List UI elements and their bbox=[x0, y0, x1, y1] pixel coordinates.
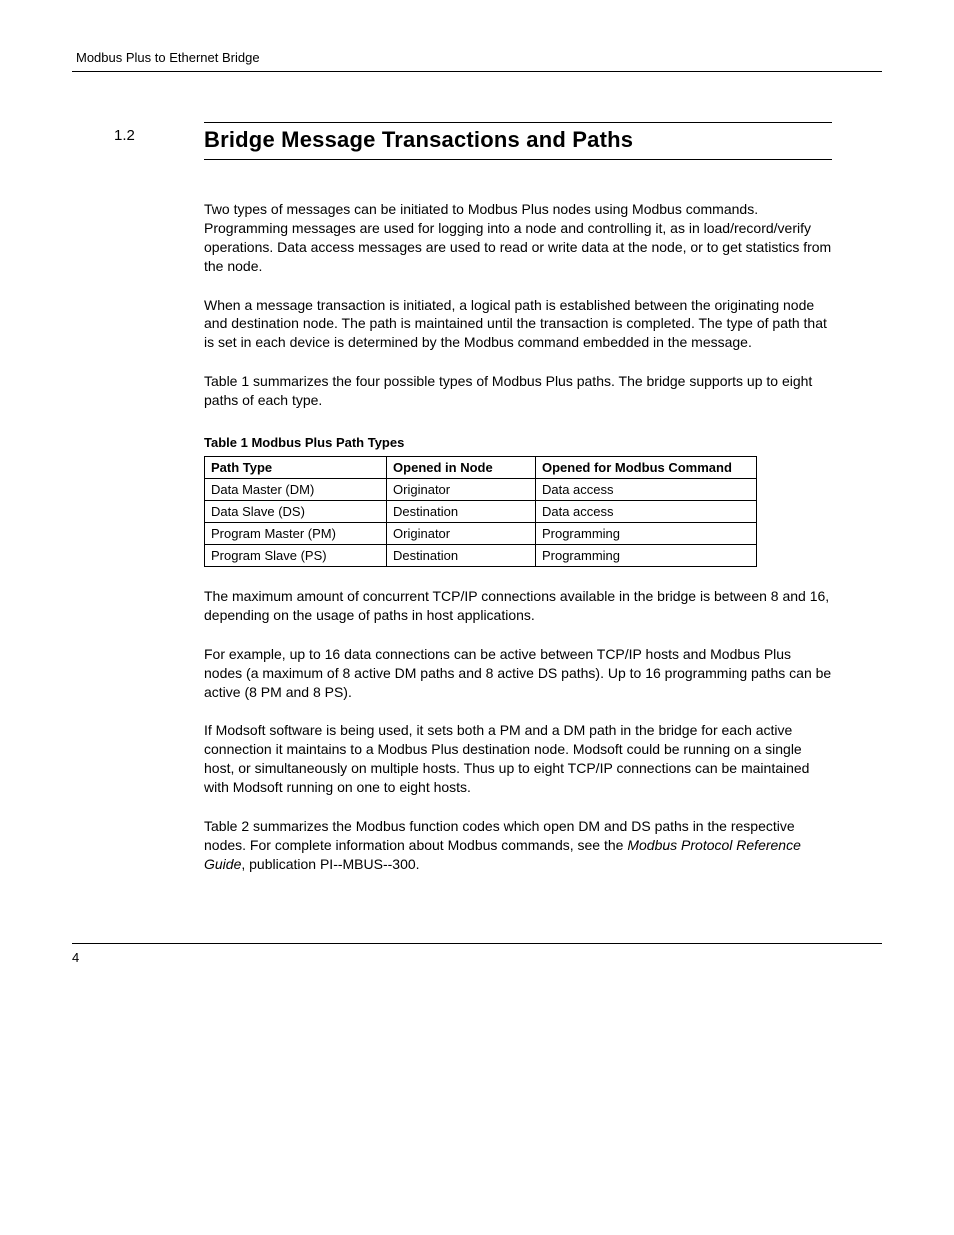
table-row: Data Master (DM) Originator Data access bbox=[205, 479, 757, 501]
page-number: 4 bbox=[72, 950, 882, 965]
footer: 4 bbox=[72, 943, 882, 965]
section-number: 1.2 bbox=[114, 127, 135, 144]
paragraph-7-part2: , publication PI--MBUS--300. bbox=[241, 856, 419, 872]
section-bottom-rule bbox=[204, 159, 832, 160]
section-title: Bridge Message Transactions and Paths bbox=[204, 127, 633, 153]
table-cell: Data access bbox=[535, 479, 756, 501]
table-cell: Programming bbox=[535, 523, 756, 545]
table-cell: Data access bbox=[535, 501, 756, 523]
footer-rule bbox=[72, 943, 882, 944]
table-header-path-type: Path Type bbox=[205, 457, 387, 479]
paragraph-4: The maximum amount of concurrent TCP/IP … bbox=[204, 587, 832, 625]
table-row: Program Slave (PS) Destination Programmi… bbox=[205, 545, 757, 567]
table-cell: Destination bbox=[387, 545, 536, 567]
paragraph-5: For example, up to 16 data connections c… bbox=[204, 645, 832, 702]
table-cell: Originator bbox=[387, 479, 536, 501]
table-row: Program Master (PM) Originator Programmi… bbox=[205, 523, 757, 545]
running-header: Modbus Plus to Ethernet Bridge bbox=[76, 50, 882, 65]
table-cell: Programming bbox=[535, 545, 756, 567]
section-top-rule bbox=[204, 122, 832, 123]
table-1-caption: Table 1 Modbus Plus Path Types bbox=[204, 435, 832, 450]
table-1: Path Type Opened in Node Opened for Modb… bbox=[204, 456, 757, 567]
table-cell: Data Slave (DS) bbox=[205, 501, 387, 523]
paragraph-6: If Modsoft software is being used, it se… bbox=[204, 721, 832, 797]
table-header-opened-in-node: Opened in Node bbox=[387, 457, 536, 479]
table-cell: Program Master (PM) bbox=[205, 523, 387, 545]
table-cell: Destination bbox=[387, 501, 536, 523]
table-cell: Data Master (DM) bbox=[205, 479, 387, 501]
table-header-row: Path Type Opened in Node Opened for Modb… bbox=[205, 457, 757, 479]
table-cell: Program Slave (PS) bbox=[205, 545, 387, 567]
table-header-opened-for-command: Opened for Modbus Command bbox=[535, 457, 756, 479]
paragraph-1: Two types of messages can be initiated t… bbox=[204, 200, 832, 276]
table-row: Data Slave (DS) Destination Data access bbox=[205, 501, 757, 523]
paragraph-7: Table 2 summarizes the Modbus function c… bbox=[204, 817, 832, 874]
paragraph-2: When a message transaction is initiated,… bbox=[204, 296, 832, 353]
paragraph-3: Table 1 summarizes the four possible typ… bbox=[204, 372, 832, 410]
table-cell: Originator bbox=[387, 523, 536, 545]
header-rule bbox=[72, 71, 882, 72]
